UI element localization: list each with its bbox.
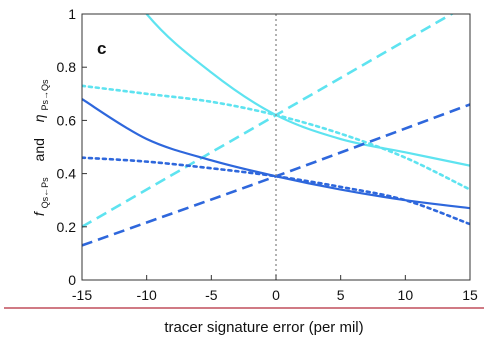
y-axis-title-text: f Qs←Ps and η Ps→Qs (31, 79, 51, 216)
x-tick-label: 0 (272, 287, 280, 303)
y-title-eta-subscript: Ps→Qs (40, 79, 50, 111)
y-tick-label: 0.4 (57, 166, 77, 182)
y-title-and: and (31, 138, 47, 161)
x-tick-label: -15 (72, 287, 92, 303)
y-title-f: f (31, 210, 47, 216)
x-axis: -15 -10 -5 0 5 10 15 (72, 275, 478, 303)
y-tick-label: 0.8 (57, 59, 77, 75)
series-line-light-dotted (82, 84, 470, 191)
y-axis-title: f Qs←Ps and η Ps→Qs (31, 79, 51, 216)
series-layer (82, 14, 470, 247)
y-tick-label: 0 (68, 272, 76, 288)
x-tick-label: -5 (205, 287, 218, 303)
y-tick-label: 0.2 (57, 219, 77, 235)
series-line-dark-dashed (82, 103, 470, 247)
x-axis-title: tracer signature error (per mil) (164, 319, 363, 336)
y-title-f-subscript: Qs←Ps (40, 177, 50, 209)
y-tick-label: 1 (68, 6, 76, 22)
x-tick-label: 5 (337, 287, 345, 303)
y-tick-label: 0.6 (57, 112, 77, 128)
panel-label: c (97, 39, 106, 58)
y-axis: 0 0.2 0.4 0.6 0.8 1 (57, 6, 87, 288)
x-tick-label: -10 (137, 287, 157, 303)
y-title-eta: η (31, 114, 47, 122)
x-tick-label: 10 (398, 287, 414, 303)
x-tick-label: 15 (462, 287, 478, 303)
